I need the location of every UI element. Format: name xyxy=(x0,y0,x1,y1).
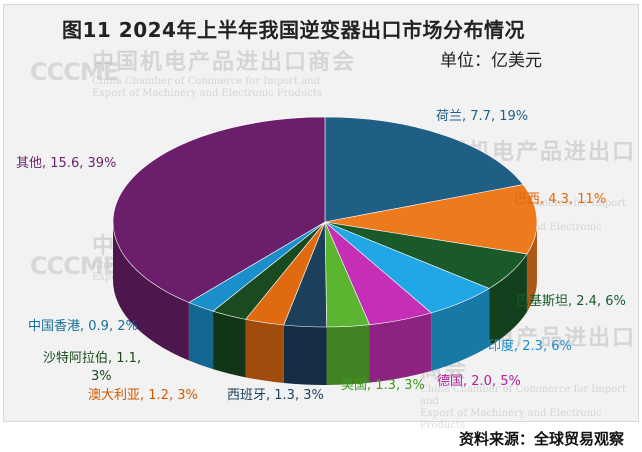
pie-side-印度 xyxy=(431,288,490,371)
pie-side-巴西 xyxy=(526,222,537,312)
pie-slice-巴西 xyxy=(324,184,538,255)
data-labels: 荷兰, 7.7, 19% 巴西, 4.3, 11% 巴基斯坦, 2.4, 6% 印度,… xyxy=(16,109,626,403)
pie-side-美国 xyxy=(326,324,370,385)
watermark-logo: CCCME xyxy=(30,58,119,86)
pie-side-group xyxy=(112,222,537,385)
data-label-巴西: 巴西, 4.3, 11% xyxy=(514,192,606,207)
chart-title: 图11 2024年上半年我国逆变器出口市场分布情况 xyxy=(62,18,525,42)
data-label-中国香港: 中国香港, 0.9, 2% xyxy=(28,319,138,334)
pie-side-德国 xyxy=(369,312,432,383)
source-note: 资料来源：全球贸易观察 xyxy=(458,430,624,448)
data-label-其他: 其他, 15.6, 39% xyxy=(16,156,116,171)
data-label-澳大利亚: 澳大利亚, 1.2, 3% xyxy=(88,387,198,403)
pie-side-巴基斯坦 xyxy=(489,253,527,347)
watermark-logo: CCCME xyxy=(30,252,119,280)
pie-side-沙特阿拉伯 xyxy=(213,311,246,378)
pie-side-澳大利亚 xyxy=(245,319,284,383)
unit-label: 单位：亿美元 xyxy=(440,51,542,71)
data-label-美国: 美国, 1.3, 3% xyxy=(341,378,425,393)
data-label-印度: 印度, 2.3, 6% xyxy=(488,338,572,354)
data-label-德国: 德国, 2.0, 5% xyxy=(437,374,521,389)
pie-side-其他 xyxy=(112,222,189,361)
data-label-巴基斯坦: 巴基斯坦, 2.4, 6% xyxy=(516,294,626,309)
pie-slice-荷兰 xyxy=(324,116,524,223)
data-label-沙特阿拉伯: 沙特阿拉伯, 1.1, 3% xyxy=(43,351,141,384)
pie-top-group xyxy=(112,116,538,328)
data-label-西班牙: 西班牙, 1.3, 3% xyxy=(227,388,324,403)
pie-slice-其他 xyxy=(112,116,326,303)
pie-side-中国香港 xyxy=(188,302,214,370)
data-label-荷兰: 荷兰, 7.7, 19% xyxy=(436,109,528,124)
pie-side-西班牙 xyxy=(283,324,327,385)
